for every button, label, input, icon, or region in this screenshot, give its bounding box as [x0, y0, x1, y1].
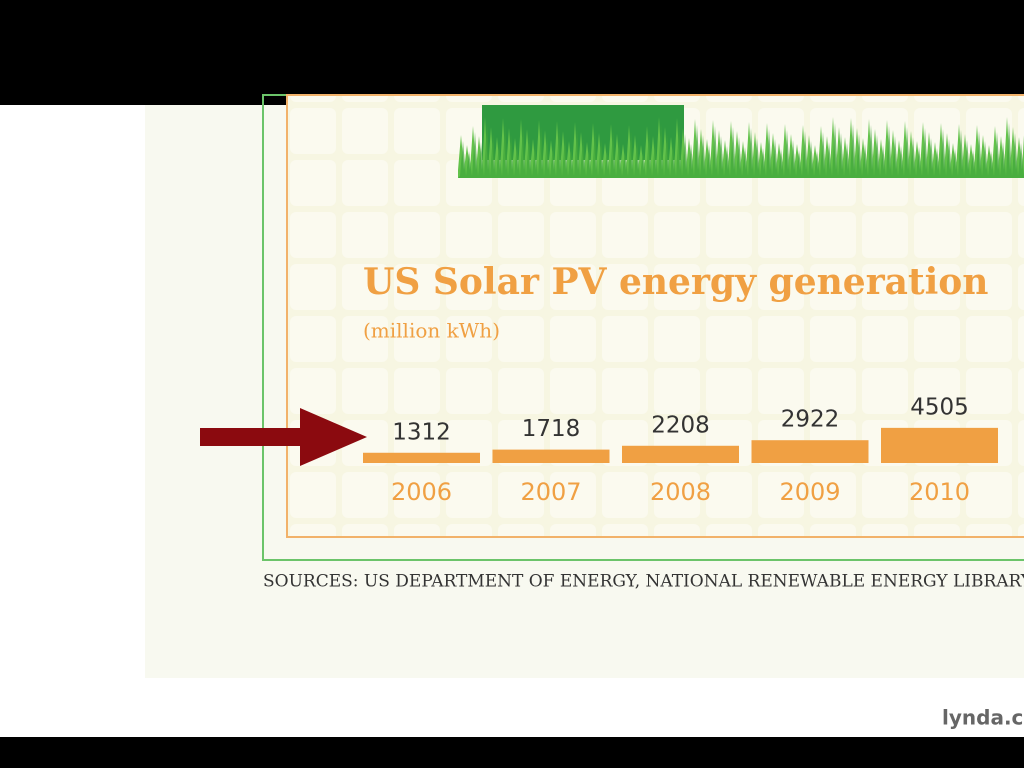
grass [458, 117, 1024, 178]
watermark: lynda.c [942, 706, 1023, 730]
bar [881, 427, 998, 463]
x-tick-label: 2006 [391, 478, 452, 506]
value-label: 2208 [651, 412, 710, 438]
chart-subtitle: (million kWh) [363, 319, 500, 343]
x-tick-label: 2007 [520, 478, 581, 506]
source: SOURCES: US DEPARTMENT OF ENERGY, NATION… [263, 572, 1024, 592]
letterbox-bottom [0, 737, 1024, 768]
bar [363, 452, 480, 463]
bar [751, 440, 869, 463]
x-tick-label: 2010 [909, 478, 970, 506]
value-label: 2922 [781, 407, 840, 433]
bar [492, 449, 610, 463]
grass-dark [458, 123, 1024, 178]
letterbox-top [0, 0, 1024, 105]
x-tick-label: 2008 [650, 478, 711, 506]
x-tick-label: 2009 [779, 478, 840, 506]
chart-title: US Solar PV energy generation [363, 261, 988, 303]
value-label: 1718 [522, 416, 581, 442]
arrow [200, 408, 367, 466]
value-label: 4505 [910, 394, 969, 420]
value-label: 1312 [392, 419, 451, 445]
bar [622, 445, 739, 463]
